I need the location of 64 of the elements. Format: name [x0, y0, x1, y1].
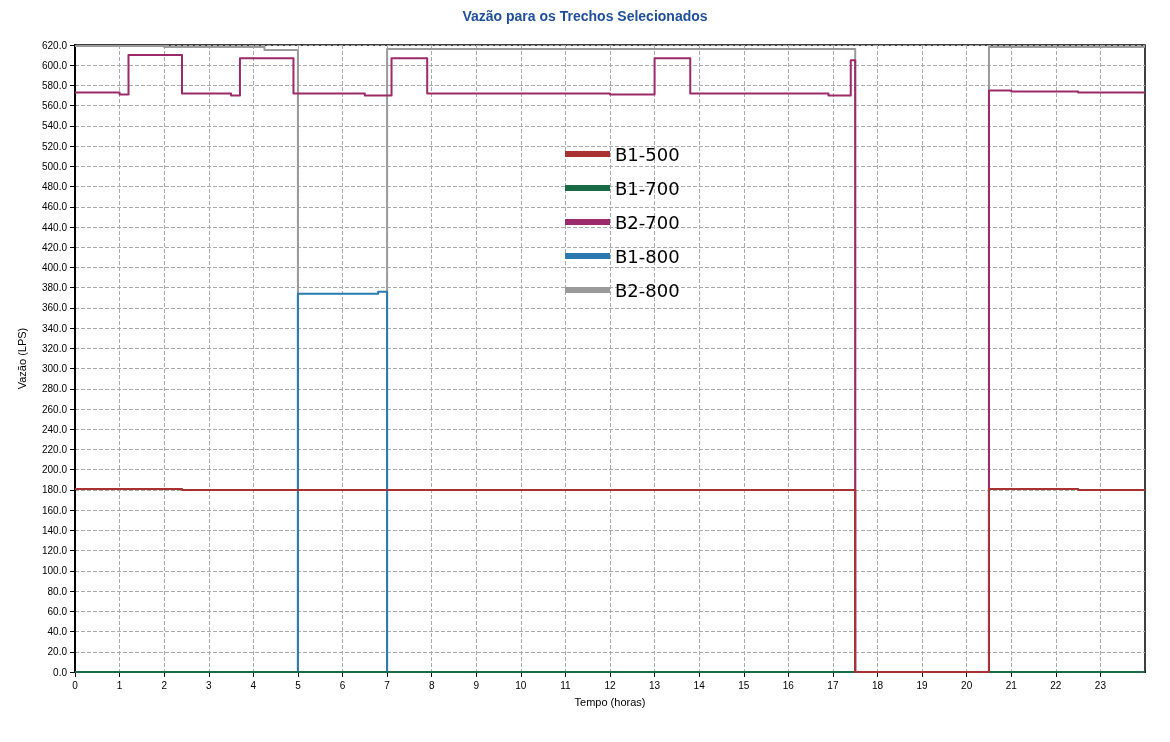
x-tick-label: 14: [693, 679, 706, 691]
x-tick-label: 1: [116, 679, 123, 691]
y-tick-label: 400.0: [41, 261, 68, 273]
y-tick-label: 440.0: [41, 221, 68, 233]
y-tick-label: 180.0: [41, 484, 68, 496]
y-tick-label: 120.0: [41, 545, 68, 557]
x-tick-label: 10: [515, 679, 527, 691]
x-tick-label: 13: [649, 679, 661, 691]
y-tick-label: 560.0: [41, 100, 68, 112]
y-tick-label: 600.0: [41, 59, 68, 71]
x-tick-label: 8: [428, 679, 435, 691]
x-tick-label: 16: [782, 679, 795, 691]
x-tick-label: 12: [604, 679, 616, 691]
y-tick-label: 320.0: [41, 342, 68, 354]
y-tick-label: 620.0: [41, 39, 68, 51]
y-axis-title: Vazão (LPS): [15, 327, 28, 390]
y-tick-label: 300.0: [41, 363, 68, 375]
x-tick-label: 3: [205, 679, 212, 691]
x-tick-label: 17: [827, 679, 839, 691]
y-tick-label: 60.0: [47, 605, 68, 617]
y-tick-label: 420.0: [41, 241, 68, 253]
legend-label: B1-800: [615, 245, 680, 267]
y-tick-label: 340.0: [41, 322, 68, 334]
y-tick-label: 200.0: [41, 464, 68, 476]
y-tick-label: 480.0: [41, 181, 68, 193]
x-tick-label: 4: [250, 679, 257, 691]
x-tick-label: 2: [161, 679, 168, 691]
x-tick-label: 0: [72, 679, 79, 691]
y-tick-label: 280.0: [41, 383, 68, 395]
x-tick-label: 18: [871, 679, 884, 691]
y-tick-label: 580.0: [41, 79, 68, 91]
y-tick-label: 220.0: [41, 444, 68, 456]
chart-title: Vazão para os Trechos Selecionados: [462, 8, 708, 24]
x-tick-label: 19: [916, 679, 929, 691]
y-tick-label: 460.0: [41, 201, 68, 213]
legend-label: B1-500: [615, 143, 680, 165]
x-tick-label: 15: [738, 679, 750, 691]
y-tick-label: 40.0: [47, 626, 68, 638]
x-tick-label: 22: [1050, 679, 1062, 691]
legend-label: B1-700: [615, 177, 680, 199]
y-tick-label: 0.0: [53, 666, 68, 678]
x-tick-label: 7: [384, 679, 391, 691]
y-tick-label: 380.0: [41, 282, 68, 294]
x-tick-label: 5: [295, 679, 302, 691]
y-tick-label: 260.0: [41, 403, 68, 415]
y-tick-label: 520.0: [41, 140, 68, 152]
x-tick-label: 21: [1005, 679, 1018, 691]
legend-label: B2-700: [615, 211, 680, 233]
legend-label: B2-800: [615, 279, 680, 301]
x-tick-label: 23: [1094, 679, 1107, 691]
x-tick-label: 6: [339, 679, 346, 691]
y-tick-label: 80.0: [47, 585, 68, 597]
y-tick-label: 240.0: [41, 423, 68, 435]
y-tick-label: 100.0: [41, 565, 68, 577]
y-tick-label: 20.0: [47, 646, 68, 658]
x-axis-title: Tempo (horas): [574, 695, 646, 708]
y-tick-label: 360.0: [41, 302, 68, 314]
y-tick-label: 540.0: [41, 120, 68, 132]
y-tick-label: 500.0: [41, 160, 68, 172]
x-tick-label: 11: [560, 679, 572, 691]
y-tick-label: 140.0: [41, 524, 68, 536]
y-tick-label: 160.0: [41, 504, 68, 516]
x-tick-label: 9: [473, 679, 480, 691]
x-tick-label: 20: [961, 679, 973, 691]
